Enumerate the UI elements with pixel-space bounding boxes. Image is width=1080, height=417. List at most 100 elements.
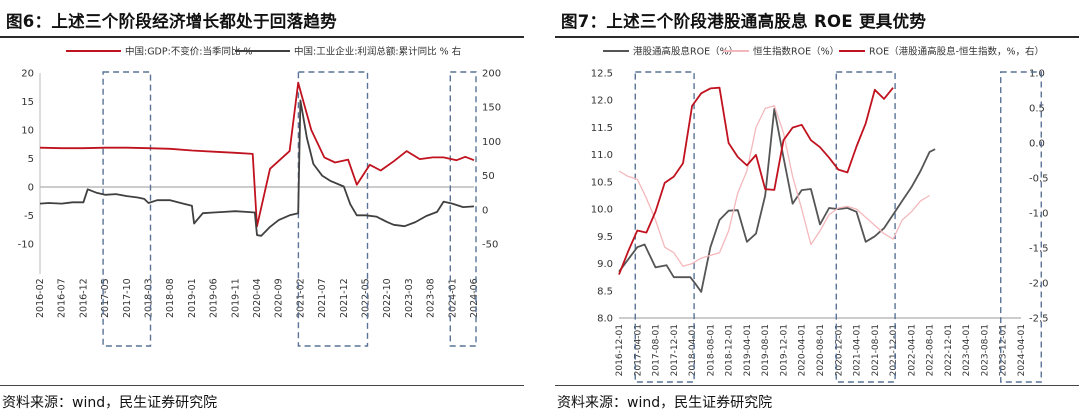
y-left-tick-label: 11.5 [591,123,613,134]
x-tick-group: 2021-12-01 [889,324,899,376]
y-right-tick-label: -2.0 [1029,279,1049,290]
highlight-period-box [1000,71,1042,383]
source-divider [555,385,1079,386]
x-tick-label: 2019-04-01 [743,324,753,376]
y-left-tick-label: 10.0 [591,205,613,216]
x-tick-group: 2024-06 [469,278,480,318]
x-tick-group: 2023-08-01 [980,324,990,376]
x-tick-group: 2016-07 [57,278,68,318]
x-tick-group: 2019-04-01 [743,324,753,376]
x-tick-label: 2017-08-01 [652,324,662,376]
y-left-tick-label: 10 [21,126,34,137]
x-tick-label: 2021-04-01 [853,324,863,376]
x-tick-group: 2020-04 [252,278,263,318]
x-tick-group: 2016-12 [78,278,89,318]
y-right-tick-label: 1.0 [1029,69,1045,80]
x-tick-label: 2019-08-01 [761,324,771,376]
x-tick-group: 2022-04-01 [907,324,917,376]
title-divider [555,36,1079,38]
x-tick-label: 2023-12-01 [999,324,1009,376]
x-tick-label: 2020-04-01 [798,324,808,376]
legend-label: ROE（港股通高股息-恒生指数，%，右） [869,46,1044,58]
x-tick-label: 2016-02 [35,278,46,318]
highlight-period-box [634,71,695,383]
x-tick-group: 2017-05 [100,278,111,318]
series-line-1 [39,81,475,228]
y-right-tick-label: -1.0 [1029,209,1049,220]
x-tick-group: 2019-08-01 [761,324,771,376]
x-tick-label: 2019-12-01 [779,324,789,376]
y-left-tick-label: 0 [28,183,34,194]
y-left-tick-label: -10 [18,240,34,251]
source-divider [0,385,524,386]
x-tick-group: 2018-12-01 [725,324,735,376]
x-tick-label: 2018-04-01 [688,324,698,376]
x-tick-group: 2020-09 [274,278,285,318]
x-tick-label: 2017-04-01 [633,324,643,376]
series-line-2 [618,105,930,267]
x-tick-label: 2020-08-01 [816,324,826,376]
x-tick-label: 2019-01 [187,278,198,318]
x-tick-label: 2021-12 [339,278,350,318]
x-tick-group: 2022-10 [382,278,393,318]
chart-hk-dividend-roe: 8.0 8.5 9.0 9.5 10.0 10.5 11.0 11.5 12.0 12.5 -2.5… [591,46,1049,383]
highlight-period-box [835,71,896,383]
x-tick-group: 2023-03 [404,278,415,318]
x-tick-label: 2023-04-01 [962,324,972,376]
chart-title: 图6：上述三个阶段经济增长都处于回落趋势 [6,12,337,31]
x-tick-group: 2021-04-01 [853,324,863,376]
y-right-tick-label: 100 [482,137,501,148]
x-tick-label: 2018-03 [144,278,155,318]
x-tick-group: 2024-04-01 [1017,324,1027,376]
x-tick-label: 2022-05 [361,278,372,318]
source-note: 资料来源：wind，民生证券研究院 [2,395,218,411]
x-tick-label: 2021-07 [317,278,328,318]
chart-panel-gdp-profit: 图6：上述三个阶段经济增长都处于回落趋势 -10 -5 0 5 10 15 20 -50 0 50… [0,0,524,417]
x-tick-label: 2018-08-01 [706,324,716,376]
y-left-tick-label: -5 [24,211,34,222]
x-tick-label: 2019-06 [209,278,220,318]
x-tick-label: 2017-10 [122,278,133,318]
legend-label: 中国:GDP:不变价:当季同比 % [125,46,253,58]
chart-title: 图7：上述三个阶段港股通高股息 ROE 更具优势 [561,12,927,31]
x-tick-label: 2020-04 [252,278,263,318]
y-right-tick-label: 200 [482,69,501,80]
x-tick-label: 2016-12-01 [615,324,625,376]
x-tick-group: 2024-01 [447,278,458,318]
title-divider [0,36,524,38]
x-tick-group: 2021-12 [339,278,350,318]
x-tick-group: 2020-04-01 [798,324,808,376]
x-tick-group: 2018-08 [165,278,176,318]
y-left-tick-label: 9.5 [597,232,613,243]
y-left-tick-label: 12.5 [591,69,613,80]
y-left-tick-label: 8.0 [597,314,613,325]
x-tick-group: 2022-08-01 [926,324,936,376]
x-tick-label: 2016-12 [78,278,89,318]
x-tick-group: 2021-07 [317,278,328,318]
y-left-tick-label: 10.5 [591,177,613,188]
x-tick-group: 2018-03 [144,278,155,318]
x-tick-group: 2020-08-01 [816,324,826,376]
x-tick-label: 2017-12-01 [670,324,680,376]
y-left-tick-label: 9.0 [597,259,613,270]
x-tick-group: 2019-01 [187,278,198,318]
x-tick-group: 2021-02 [295,278,306,318]
x-tick-label: 2021-12-01 [889,324,899,376]
x-tick-group: 2016-12-01 [615,324,625,376]
x-tick-group: 2022-05 [361,278,372,318]
y-right-tick-label: 0 [482,205,488,216]
y-left-tick-label: 11.0 [591,150,613,161]
y-left-tick-label: 5 [28,154,34,165]
highlight-period-box [297,71,369,347]
y-right-tick-label: -50 [482,240,498,251]
x-tick-group: 2020-12-01 [834,324,844,376]
x-tick-group: 2018-04-01 [688,324,698,376]
legend-label: 港股通高股息ROE（%） [633,46,738,58]
x-tick-label: 2018-12-01 [725,324,735,376]
series-line-3 [618,86,894,275]
source-note: 资料来源：wind，民生证券研究院 [557,395,773,411]
x-tick-group: 2021-08-01 [871,324,881,376]
x-tick-group: 2017-10 [122,278,133,318]
highlight-period-box [102,71,152,347]
y-right-tick-label: 0.5 [1029,104,1045,115]
